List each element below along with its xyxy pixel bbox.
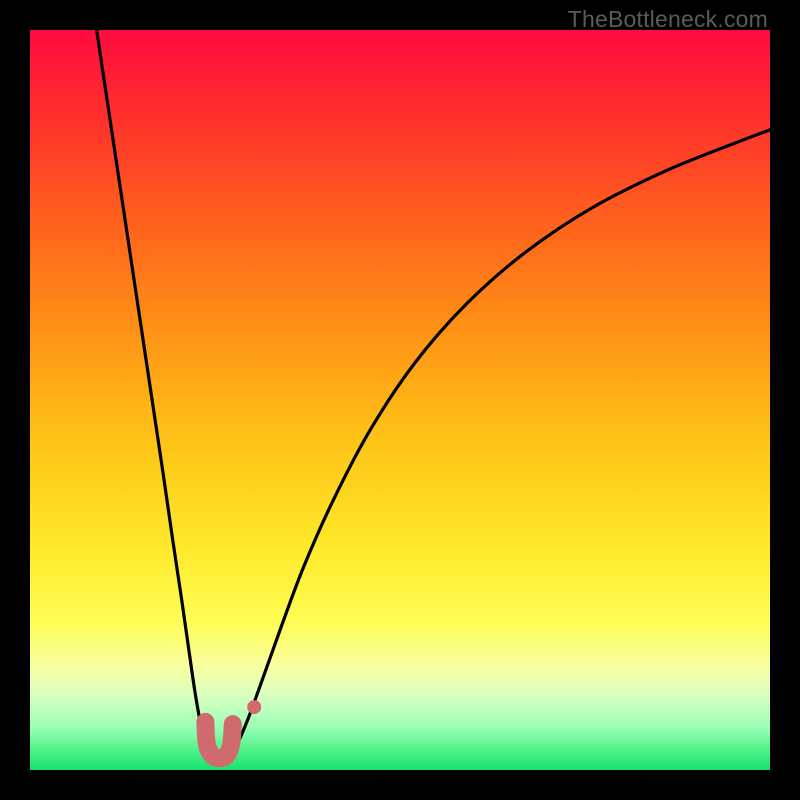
plot-area (30, 30, 770, 770)
dot-marker (247, 700, 261, 714)
watermark-text: TheBottleneck.com (568, 6, 768, 33)
bottleneck-curve-right (225, 130, 770, 761)
bottleneck-curve-left (97, 30, 216, 761)
u-shape-marker (205, 722, 232, 758)
chart-outer-frame: TheBottleneck.com (0, 0, 800, 800)
curve-layer (30, 30, 770, 770)
